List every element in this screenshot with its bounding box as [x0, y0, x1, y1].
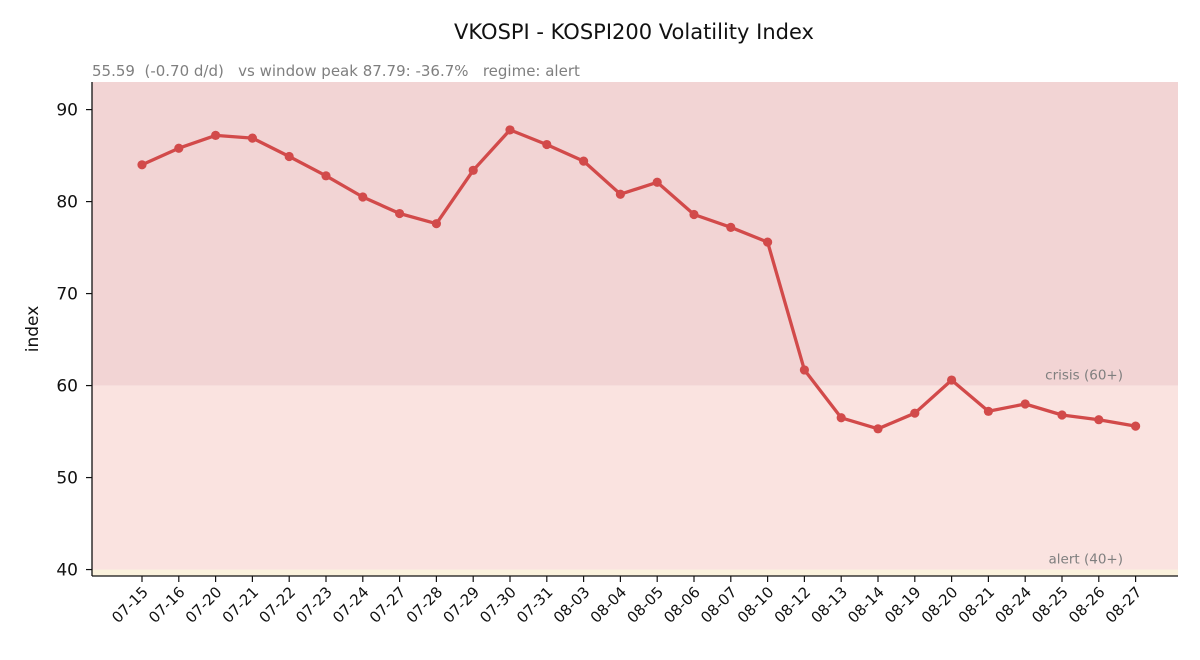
x-tick-label: 08-20 — [918, 583, 962, 627]
x-tick-label: 07-15 — [108, 583, 152, 627]
data-point — [247, 133, 257, 143]
x-tick-label: 08-24 — [991, 583, 1035, 627]
y-axis-label: index — [23, 306, 43, 353]
x-tick-label: 07-16 — [145, 583, 189, 627]
band-2 — [92, 569, 1178, 576]
data-point — [505, 125, 515, 135]
x-tick-label: 08-25 — [1028, 583, 1072, 627]
x-tick-label: 08-19 — [881, 583, 925, 627]
x-tick-label: 07-22 — [255, 583, 299, 627]
axes — [91, 82, 1178, 577]
x-tick-label: 08-13 — [807, 583, 851, 627]
x-tick-label: 08-26 — [1065, 583, 1109, 627]
data-point — [321, 171, 331, 181]
x-tick-label: 07-27 — [366, 583, 410, 627]
x-tick-label: 07-31 — [513, 583, 557, 627]
x-tick-label: 08-03 — [550, 583, 594, 627]
x-tick-label: 08-06 — [660, 583, 704, 627]
y-tick-label: 90 — [56, 101, 78, 121]
regime-bands: crisis (60+) alert (40+) — [92, 82, 1178, 576]
data-point — [1131, 421, 1141, 431]
data-point — [910, 408, 920, 418]
data-point — [947, 375, 957, 385]
y-tick-label: 60 — [56, 377, 78, 397]
data-point — [579, 156, 589, 166]
x-tick-label: 08-10 — [734, 583, 778, 627]
data-point — [1020, 399, 1030, 409]
band-label-1: alert (40+) — [1049, 552, 1124, 568]
x-tick-label: 07-21 — [219, 583, 263, 627]
band-0 — [92, 82, 1178, 386]
data-point — [358, 192, 368, 202]
x-tick-label: 07-20 — [182, 583, 226, 627]
chart-title: VKOSPI - KOSPI200 Volatility Index — [454, 20, 814, 44]
x-tick-label: 07-24 — [329, 583, 373, 627]
series-group — [137, 125, 1141, 434]
data-point — [468, 165, 478, 175]
data-point — [174, 143, 184, 153]
data-point — [763, 237, 773, 247]
chart-subtitle: 55.59 (-0.70 d/d) vs window peak 87.79: … — [92, 62, 580, 80]
band-1 — [92, 385, 1178, 570]
data-point — [542, 139, 552, 150]
y-tick-label: 50 — [56, 469, 78, 489]
x-tick-label: 08-05 — [623, 583, 667, 627]
band-label-0: crisis (60+) — [1045, 368, 1123, 384]
x-tick-label: 07-23 — [292, 583, 336, 627]
x-tick-label: 08-04 — [587, 583, 631, 627]
y-tick-label: 80 — [56, 193, 78, 213]
data-point — [1094, 415, 1104, 425]
data-point — [873, 424, 883, 434]
x-tick-label: 07-28 — [403, 583, 447, 627]
data-point — [652, 177, 662, 187]
x-tick-label: 07-29 — [439, 583, 483, 627]
x-tick-label: 08-27 — [1102, 583, 1146, 627]
data-point — [689, 209, 699, 220]
series-line — [140, 128, 1138, 431]
data-point — [983, 406, 994, 416]
data-point — [284, 151, 294, 162]
data-point — [726, 222, 736, 232]
data-point — [431, 219, 441, 229]
x-tick-label: 08-12 — [771, 583, 815, 627]
x-tick-label: 08-14 — [844, 583, 888, 627]
x-tick-label: 07-30 — [476, 583, 520, 627]
data-point — [1057, 410, 1067, 420]
data-point — [615, 189, 626, 199]
y-ticks: 40 50 60 70 80 90 — [56, 101, 92, 581]
data-point — [395, 208, 405, 219]
x-ticks: 07-1507-1607-2007-2107-2207-2307-2407-27… — [108, 576, 1145, 627]
data-point — [799, 365, 810, 375]
data-point — [211, 130, 221, 140]
x-tick-label: 08-07 — [697, 583, 741, 627]
x-tick-label: 08-21 — [955, 583, 999, 627]
y-tick-label: 40 — [56, 561, 78, 581]
y-tick-label: 70 — [56, 285, 78, 305]
data-point — [836, 413, 846, 423]
data-point — [137, 160, 147, 170]
